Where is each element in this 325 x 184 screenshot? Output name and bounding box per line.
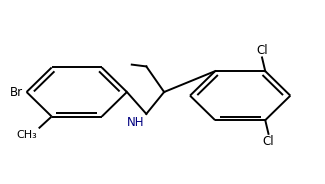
Text: Cl: Cl [263, 135, 274, 148]
Text: Br: Br [9, 86, 23, 98]
Text: CH₃: CH₃ [16, 130, 37, 140]
Text: NH: NH [127, 116, 145, 129]
Text: Cl: Cl [256, 44, 268, 56]
